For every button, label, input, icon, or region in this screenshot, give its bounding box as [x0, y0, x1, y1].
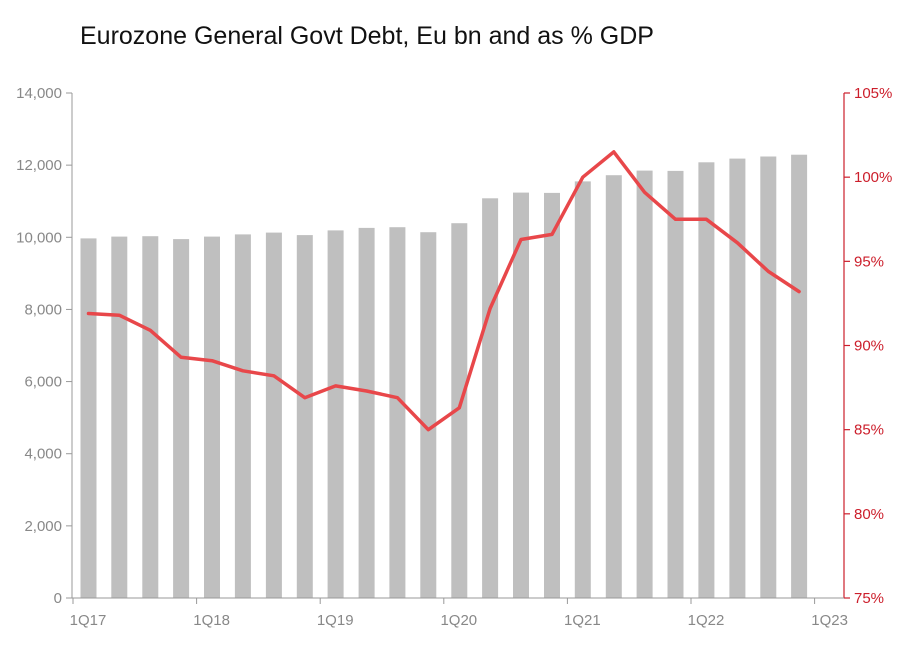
- bar-4Q22: [791, 154, 808, 598]
- y-left-tick-label: 12,000: [16, 157, 62, 174]
- chart-title: Eurozone General Govt Debt, Eu bn and as…: [80, 22, 654, 50]
- y-right-tick-label: 100%: [854, 169, 892, 186]
- bar-1Q17: [80, 238, 97, 598]
- bar-3Q18: [265, 232, 282, 598]
- bar-2Q18: [234, 234, 251, 598]
- bar-2Q22: [729, 158, 746, 598]
- bar-2Q17: [111, 236, 128, 598]
- y-right-tick-label: 105%: [854, 85, 892, 102]
- bar-1Q21: [574, 181, 591, 598]
- bar-4Q18: [296, 235, 313, 598]
- bar-4Q17: [173, 239, 190, 598]
- bar-3Q21: [636, 170, 653, 598]
- y-left-tick-label: 6,000: [24, 374, 62, 391]
- debt-gdp-line: [86, 150, 801, 432]
- bar-1Q20: [451, 223, 468, 598]
- x-tick-label: 1Q21: [564, 612, 601, 629]
- x-tick-label: 1Q17: [70, 612, 107, 629]
- y-right-tick-label: 75%: [854, 590, 884, 607]
- x-tick-label: 1Q19: [317, 612, 354, 629]
- x-tick-label: 1Q18: [193, 612, 230, 629]
- y-left-tick-label: 14,000: [16, 85, 62, 102]
- bar-2Q21: [605, 175, 622, 598]
- bar-4Q21: [667, 170, 684, 598]
- bar-1Q18: [204, 236, 220, 598]
- bar-1Q22: [698, 162, 715, 599]
- y-right-tick-label: 90%: [854, 338, 884, 355]
- y-right-tick-label: 85%: [854, 422, 884, 439]
- x-tick-label: 1Q22: [688, 612, 725, 629]
- bar-3Q22: [760, 156, 777, 598]
- y-right-tick-label: 95%: [854, 253, 884, 270]
- bar-4Q20: [544, 192, 560, 598]
- x-tick-label: 1Q23: [811, 612, 848, 629]
- y-left-tick-label: 2,000: [24, 518, 62, 535]
- bar-4Q19: [420, 232, 437, 598]
- y-right-tick-label: 80%: [854, 506, 884, 523]
- y-left-tick-label: 10,000: [16, 229, 62, 246]
- bar-3Q17: [142, 236, 159, 598]
- x-tick-label: 1Q20: [440, 612, 477, 629]
- bar-2Q20: [482, 198, 499, 599]
- y-left-tick-label: 4,000: [24, 446, 62, 463]
- bar-2Q19: [358, 227, 375, 598]
- y-left-tick-label: 0: [54, 590, 62, 607]
- bar-3Q20: [513, 192, 529, 598]
- y-left-tick-label: 8,000: [24, 301, 62, 318]
- bar-1Q19: [327, 230, 344, 598]
- bar-3Q19: [389, 227, 406, 598]
